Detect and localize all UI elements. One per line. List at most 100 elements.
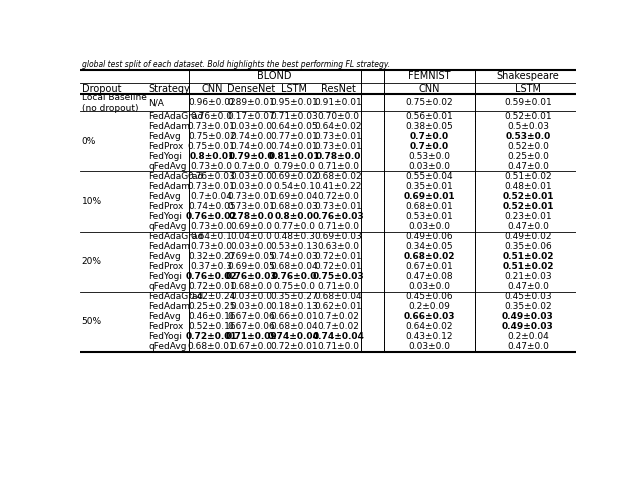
Text: FedAdaGrad: FedAdaGrad [148, 172, 204, 181]
Text: 50%: 50% [81, 317, 102, 326]
Text: 0.66±0.03: 0.66±0.03 [404, 312, 455, 321]
Text: 0.74±0.04: 0.74±0.04 [312, 332, 364, 341]
Text: 0.8±0.0: 0.8±0.0 [275, 212, 314, 221]
Text: 0.71±0.0: 0.71±0.0 [317, 342, 359, 351]
Text: 0.72±0.0: 0.72±0.0 [317, 192, 359, 201]
Text: 0.76±0.03: 0.76±0.03 [225, 272, 277, 281]
Text: Strategy: Strategy [148, 84, 190, 94]
Text: FedAvg: FedAvg [148, 192, 181, 201]
Text: 0.48±0.3: 0.48±0.3 [273, 232, 315, 241]
Text: 0.73±0.0: 0.73±0.0 [191, 222, 233, 231]
Text: 0.69±0.04: 0.69±0.04 [270, 192, 317, 201]
Text: 0.17±0.07: 0.17±0.07 [227, 112, 275, 121]
Text: 0.95±0.01: 0.95±0.01 [270, 98, 318, 107]
Text: Shakespeare: Shakespeare [497, 71, 559, 81]
Text: 0.72±0.01: 0.72±0.01 [314, 252, 362, 261]
Text: FEMNIST: FEMNIST [408, 71, 451, 81]
Text: qFedAvg: qFedAvg [148, 282, 187, 291]
Text: 0.03±0.0: 0.03±0.0 [230, 242, 272, 251]
Text: 0.76±0.03: 0.76±0.03 [312, 212, 364, 221]
Text: 0.67±0.06: 0.67±0.06 [227, 312, 275, 321]
Text: FedAdam: FedAdam [148, 122, 190, 131]
Text: 0.5±0.03: 0.5±0.03 [507, 122, 549, 131]
Text: 0.45±0.06: 0.45±0.06 [406, 292, 453, 301]
Text: 0.51±0.02: 0.51±0.02 [502, 262, 554, 271]
Text: 0.75±0.03: 0.75±0.03 [312, 272, 364, 281]
Text: FedProx: FedProx [148, 322, 184, 331]
Text: 0.7±0.02: 0.7±0.02 [317, 322, 359, 331]
Text: 0.53±0.0: 0.53±0.0 [506, 132, 550, 141]
Text: 0.47±0.08: 0.47±0.08 [406, 272, 453, 281]
Text: 0.76±0.0: 0.76±0.0 [191, 112, 233, 121]
Text: 0.75±0.02: 0.75±0.02 [188, 132, 236, 141]
Text: 0.38±0.05: 0.38±0.05 [406, 122, 453, 131]
Text: 0.76±0.02: 0.76±0.02 [186, 272, 237, 281]
Text: 0.7±0.04: 0.7±0.04 [191, 192, 233, 201]
Text: 0.73±0.01: 0.73±0.01 [188, 182, 236, 191]
Text: 0.52±0.16: 0.52±0.16 [188, 322, 236, 331]
Text: 0.78±0.0: 0.78±0.0 [316, 152, 361, 161]
Text: 0.71±0.0: 0.71±0.0 [317, 222, 359, 231]
Text: LSTM: LSTM [515, 84, 541, 94]
Text: 0.64±0.02: 0.64±0.02 [406, 322, 453, 331]
Text: 0.49±0.03: 0.49±0.03 [502, 322, 554, 331]
Text: qFedAvg: qFedAvg [148, 162, 187, 171]
Text: 0.47±0.0: 0.47±0.0 [507, 222, 549, 231]
Text: DenseNet: DenseNet [227, 84, 275, 94]
Text: 0.72±0.01: 0.72±0.01 [186, 332, 237, 341]
Text: 0.89±0.01: 0.89±0.01 [227, 98, 275, 107]
Text: 0.68±0.03: 0.68±0.03 [270, 202, 318, 211]
Text: 0.64±0.02: 0.64±0.02 [314, 122, 362, 131]
Text: 0.69±0.05: 0.69±0.05 [227, 252, 275, 261]
Text: 0.03±0.0: 0.03±0.0 [230, 302, 272, 311]
Text: 0.73±0.0: 0.73±0.0 [191, 162, 233, 171]
Text: 0.03±0.0: 0.03±0.0 [408, 282, 451, 291]
Text: 0.74±0.0: 0.74±0.0 [230, 132, 272, 141]
Text: FedAvg: FedAvg [148, 132, 181, 141]
Text: 0.21±0.03: 0.21±0.03 [504, 272, 552, 281]
Text: 0.2±0.09: 0.2±0.09 [408, 302, 451, 311]
Text: 10%: 10% [81, 197, 102, 206]
Text: 0.73±0.01: 0.73±0.01 [314, 202, 362, 211]
Text: 0.49±0.03: 0.49±0.03 [502, 312, 554, 321]
Text: 0.03±0.0: 0.03±0.0 [230, 182, 272, 191]
Text: 0.72±0.01: 0.72±0.01 [270, 342, 317, 351]
Text: 0.63±0.0: 0.63±0.0 [317, 242, 359, 251]
Text: 0.37±0.3: 0.37±0.3 [191, 262, 233, 271]
Text: 0.51±0.02: 0.51±0.02 [502, 252, 554, 261]
Text: 0.74±0.04: 0.74±0.04 [268, 332, 320, 341]
Text: 0.47±0.0: 0.47±0.0 [507, 282, 549, 291]
Text: 0.35±0.06: 0.35±0.06 [504, 242, 552, 251]
Text: 0.53±0.01: 0.53±0.01 [406, 212, 453, 221]
Text: 0.67±0.0: 0.67±0.0 [230, 342, 272, 351]
Text: 0.45±0.03: 0.45±0.03 [504, 292, 552, 301]
Text: 0.68±0.04: 0.68±0.04 [314, 292, 362, 301]
Text: 0.75±0.01: 0.75±0.01 [188, 142, 236, 151]
Text: FedAvg: FedAvg [148, 252, 181, 261]
Text: 0.25±0.0: 0.25±0.0 [507, 152, 549, 161]
Text: 0.67±0.06: 0.67±0.06 [227, 322, 275, 331]
Text: FedYogi: FedYogi [148, 332, 182, 341]
Text: FedAvg: FedAvg [148, 312, 181, 321]
Text: Local Baseline
(no dropout): Local Baseline (no dropout) [81, 93, 147, 113]
Text: 0.72±0.01: 0.72±0.01 [314, 262, 362, 271]
Text: 0.74±0.03: 0.74±0.03 [270, 252, 317, 261]
Text: global test split of each dataset. Bold highlights the best performing FL strate: global test split of each dataset. Bold … [81, 60, 390, 69]
Text: 0.69±0.0: 0.69±0.0 [230, 222, 272, 231]
Text: 0.71±0.09: 0.71±0.09 [225, 332, 277, 341]
Text: 0.73±0.01: 0.73±0.01 [314, 142, 362, 151]
Text: 0.59±0.01: 0.59±0.01 [504, 98, 552, 107]
Text: 0.71±0.03: 0.71±0.03 [270, 112, 318, 121]
Text: FedAdam: FedAdam [148, 242, 190, 251]
Text: 0.69±0.03: 0.69±0.03 [314, 232, 362, 241]
Text: 0%: 0% [81, 137, 96, 146]
Text: 0.56±0.01: 0.56±0.01 [406, 112, 453, 121]
Text: 0.69±0.05: 0.69±0.05 [227, 262, 275, 271]
Text: 0.04±0.0: 0.04±0.0 [230, 232, 272, 241]
Text: FedProx: FedProx [148, 262, 184, 271]
Text: 0.73±0.0: 0.73±0.0 [191, 242, 233, 251]
Text: 0.69±0.01: 0.69±0.01 [404, 192, 455, 201]
Text: 0.49±0.06: 0.49±0.06 [406, 232, 453, 241]
Text: 0.7±0.0: 0.7±0.0 [233, 162, 269, 171]
Text: 0.73±0.01: 0.73±0.01 [314, 132, 362, 141]
